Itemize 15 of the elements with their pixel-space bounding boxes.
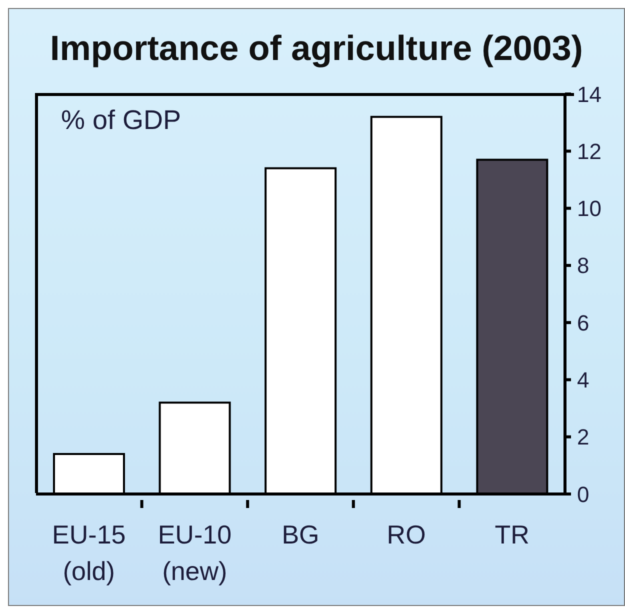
- y-tick-label: 6: [577, 310, 590, 336]
- y-tick-label: 14: [577, 82, 602, 107]
- x-tick-label: RO: [386, 519, 426, 550]
- y-tick-label: 4: [577, 368, 590, 393]
- x-tick-label: EU-15 (old): [52, 519, 126, 586]
- x-tick-label: BG: [282, 519, 320, 550]
- y-tick-label: 12: [577, 138, 602, 164]
- y-tick-label: 2: [577, 424, 590, 450]
- y-axis-title: % of GDP: [61, 105, 182, 136]
- chart-title: Importance of agriculture (2003): [49, 29, 584, 69]
- x-tick-label: EU-10 (new): [158, 519, 232, 586]
- x-tick-label: TR: [494, 519, 530, 550]
- y-tick-label: 10: [577, 196, 602, 222]
- y-tick-label: 0: [577, 482, 590, 507]
- y-tick-label: 8: [577, 253, 590, 278]
